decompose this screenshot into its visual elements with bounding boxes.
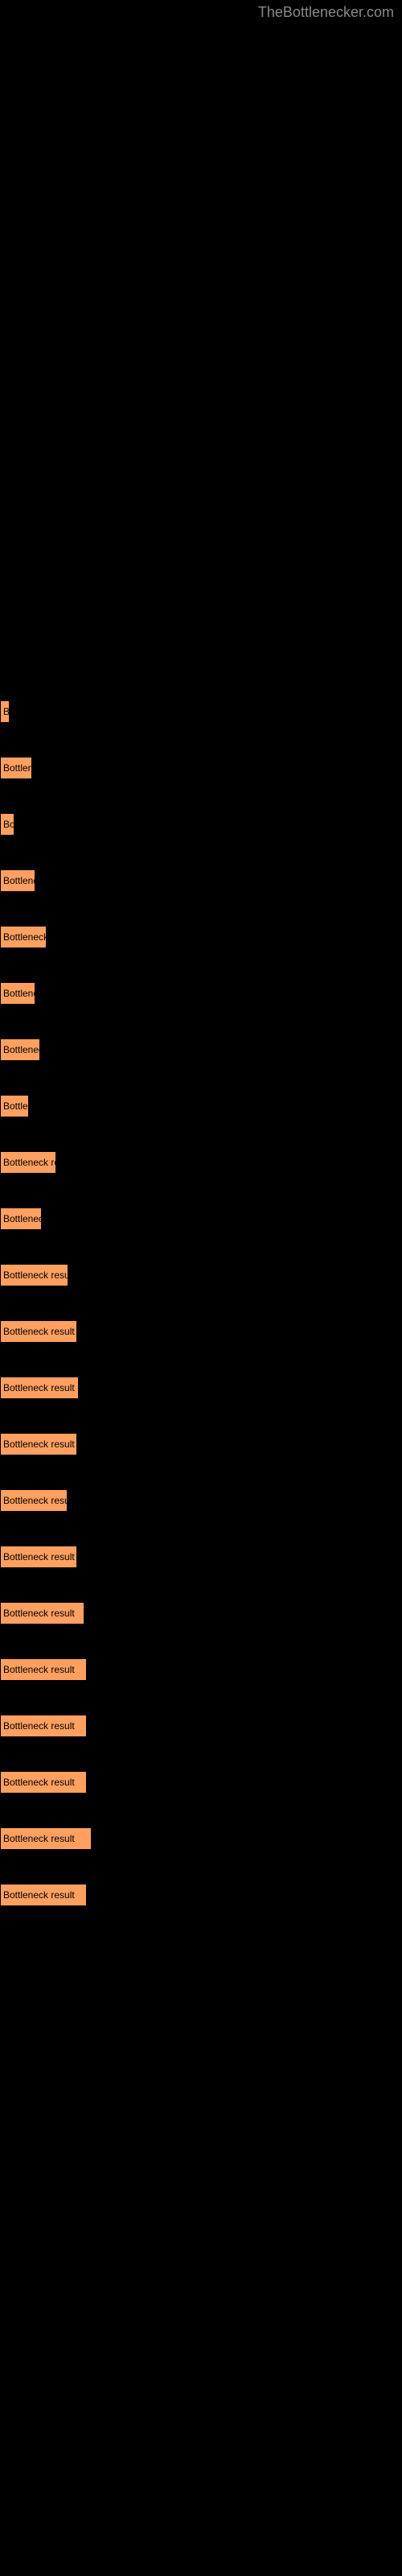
bar-row: Bottleneck resu: [0, 1489, 402, 1512]
bar-chart: B Bottlen Bo Bottlene Bottleneck Bottlene Bott…: [0, 0, 402, 1906]
chart-bar: Bottlene: [0, 869, 35, 892]
bar-row: Bottlene: [0, 869, 402, 892]
bar-row: B: [0, 700, 402, 723]
chart-bar: Bottleneck result: [0, 1715, 87, 1737]
chart-bar: Bottleneck: [0, 926, 47, 948]
chart-bar: Bottleneck resu: [0, 1489, 68, 1512]
chart-bar: Bottleneck result: [0, 1546, 77, 1568]
chart-bar: Bottleneck result: [0, 1320, 77, 1343]
bar-row: Bottleneck result: [0, 1884, 402, 1906]
bar-row: Bottleneck result: [0, 1320, 402, 1343]
chart-bar: Bottleneck result: [0, 1658, 87, 1681]
bar-row: Bottlenec: [0, 1208, 402, 1230]
chart-bar: Bottleneck result: [0, 1884, 87, 1906]
bar-row: Bottleneck result: [0, 1546, 402, 1568]
bar-row: Bottleneck result: [0, 1377, 402, 1399]
chart-bar: Bottle: [0, 1095, 29, 1117]
bar-row: Bottleneck result: [0, 1715, 402, 1737]
bar-row: Bottleneck result: [0, 1658, 402, 1681]
chart-bar: Bottleneck re: [0, 1151, 56, 1174]
bar-row: Bottleneck: [0, 926, 402, 948]
bar-row: Bottleneck re: [0, 1151, 402, 1174]
bar-row: Bottlene: [0, 982, 402, 1005]
bar-row: Bottleneck result: [0, 1771, 402, 1794]
chart-bar: Bo: [0, 813, 14, 836]
chart-bar: Bottleneck result: [0, 1771, 87, 1794]
chart-bar: Bottlen: [0, 757, 32, 779]
chart-bar: Bottlenec: [0, 1208, 42, 1230]
chart-bar: Bottleneck result: [0, 1377, 79, 1399]
chart-bar: Bottleneck result: [0, 1433, 77, 1455]
chart-bar: Bottleneck result: [0, 1827, 92, 1850]
chart-bar: Bottlenec: [0, 1038, 40, 1061]
chart-bar: B: [0, 700, 10, 723]
chart-bar: Bottleneck result: [0, 1602, 84, 1624]
bar-row: Bottleneck resul: [0, 1264, 402, 1286]
bar-row: Bo: [0, 813, 402, 836]
bar-row: Bottleneck result: [0, 1827, 402, 1850]
watermark-text: TheBottlenecker.com: [258, 4, 394, 21]
bar-row: Bottleneck result: [0, 1602, 402, 1624]
bar-row: Bottle: [0, 1095, 402, 1117]
chart-bar: Bottlene: [0, 982, 35, 1005]
bar-row: Bottlen: [0, 757, 402, 779]
bar-row: Bottleneck result: [0, 1433, 402, 1455]
chart-bar: Bottleneck resul: [0, 1264, 68, 1286]
bar-row: Bottlenec: [0, 1038, 402, 1061]
